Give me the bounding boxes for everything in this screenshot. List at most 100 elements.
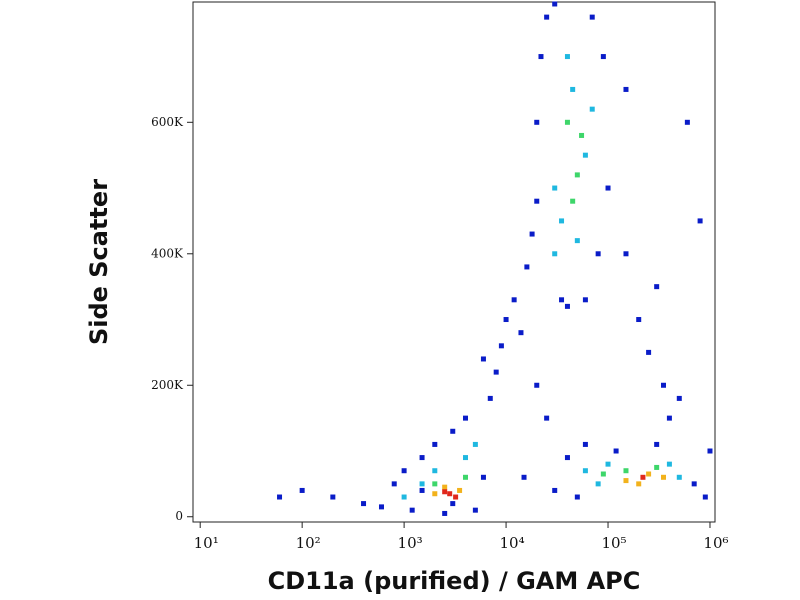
point [600, 54, 606, 60]
point [442, 489, 448, 495]
point [447, 491, 453, 497]
point [511, 297, 517, 303]
point [559, 218, 565, 224]
point [529, 231, 535, 237]
point [623, 468, 629, 474]
point [564, 119, 570, 125]
point [432, 441, 438, 447]
point [472, 441, 478, 447]
point [450, 501, 456, 507]
point [570, 198, 576, 204]
point [646, 471, 652, 477]
point [493, 369, 499, 375]
point [450, 428, 456, 434]
point [702, 494, 708, 500]
point [646, 349, 652, 355]
point [589, 106, 595, 112]
point [564, 54, 570, 60]
point [654, 464, 660, 470]
point [487, 395, 493, 401]
point [660, 382, 666, 388]
point [636, 481, 642, 487]
x-tick-label: 10² [296, 534, 321, 552]
point [277, 494, 283, 500]
point [605, 461, 611, 467]
x-tick-label: 10¹ [194, 534, 219, 552]
x-tick-label: 10³ [398, 534, 423, 552]
point [605, 185, 611, 191]
point [676, 395, 682, 401]
point [676, 474, 682, 480]
y-tick-label: 0 [175, 509, 183, 523]
point [462, 455, 468, 461]
x-tick-label: 10⁵ [601, 534, 626, 552]
point [401, 468, 407, 474]
point [552, 1, 558, 7]
point [613, 448, 619, 454]
x-tick-label: 10⁶ [703, 534, 728, 552]
point [623, 86, 629, 92]
point [654, 441, 660, 447]
x-axis-label: CD11a (purified) / GAM APC [268, 567, 641, 595]
point [684, 119, 690, 125]
point [579, 132, 585, 138]
y-tick-label: 200K [151, 378, 184, 392]
point [480, 356, 486, 362]
point [462, 415, 468, 421]
points [277, 1, 713, 516]
point [378, 504, 384, 510]
point [697, 218, 703, 224]
point [503, 317, 509, 323]
point [498, 343, 504, 349]
point [654, 284, 660, 290]
point [518, 330, 524, 336]
point [595, 481, 601, 487]
x-tick-label: 10⁴ [500, 534, 525, 552]
point [595, 251, 601, 257]
point [570, 86, 576, 92]
point [544, 14, 550, 20]
point [299, 487, 305, 493]
point [564, 303, 570, 309]
point [534, 198, 540, 204]
point [442, 484, 448, 490]
point [691, 481, 697, 487]
point [600, 471, 606, 477]
point [623, 478, 629, 484]
point [432, 468, 438, 474]
point [391, 481, 397, 487]
point [640, 474, 646, 480]
point [480, 474, 486, 480]
point [524, 264, 530, 270]
point [666, 461, 672, 467]
point [574, 238, 580, 244]
point [582, 468, 588, 474]
point [534, 382, 540, 388]
point [636, 317, 642, 323]
y-axis-label: Side Scatter [85, 179, 113, 345]
point [419, 481, 425, 487]
point [660, 474, 666, 480]
point [453, 494, 459, 500]
y-tick-label: 400K [151, 246, 184, 260]
point [589, 14, 595, 20]
point [462, 474, 468, 480]
point [442, 510, 448, 516]
point [409, 507, 415, 513]
point [534, 119, 540, 125]
point [472, 507, 478, 513]
y-tick-label: 600K [151, 115, 184, 129]
point [582, 152, 588, 158]
point [623, 251, 629, 257]
point [707, 448, 713, 454]
point [457, 487, 463, 493]
plot-frame [192, 1, 716, 523]
point [552, 487, 558, 493]
point [538, 54, 544, 60]
point [564, 455, 570, 461]
point [666, 415, 672, 421]
point [544, 415, 550, 421]
point [419, 487, 425, 493]
point [432, 481, 438, 487]
